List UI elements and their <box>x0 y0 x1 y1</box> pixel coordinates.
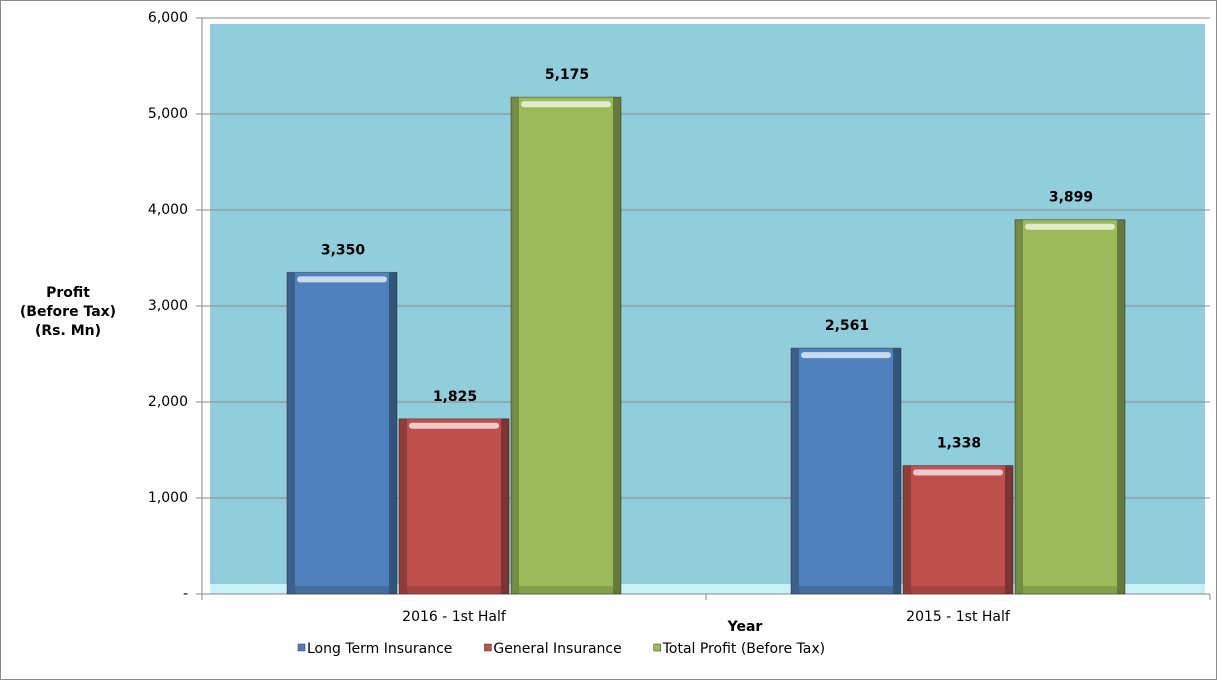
bar-shade-left <box>791 348 799 594</box>
data-label: 3,350 <box>321 242 366 258</box>
legend-label: Long Term Insurance <box>307 641 452 657</box>
bar-shade-right <box>501 418 509 594</box>
x-tick-label: 2016 - 1st Half <box>402 609 507 625</box>
bar-base <box>519 586 613 594</box>
y-axis-label-line: (Rs. Mn) <box>35 323 101 339</box>
bar <box>790 347 902 595</box>
bar-shade-left <box>1015 219 1023 595</box>
legend-marker <box>653 643 661 652</box>
y-axis-label-line: Profit <box>46 285 90 301</box>
bar-highlight <box>521 101 611 108</box>
bar-highlight <box>801 352 891 359</box>
bar-shade-left <box>903 465 911 594</box>
bar-base <box>295 586 389 594</box>
data-label: 5,175 <box>545 67 589 83</box>
bar-shade-right <box>1005 465 1013 594</box>
bar-shade-left <box>287 272 295 594</box>
y-axis-label: Profit (Before Tax) (Rs. Mn) <box>20 285 116 339</box>
bar-shade-right <box>893 348 901 594</box>
bar-base <box>911 586 1005 594</box>
data-label: 1,825 <box>433 389 477 405</box>
y-axis-label-line: (Before Tax) <box>20 304 116 320</box>
plot-floor <box>210 584 1205 594</box>
bar <box>902 465 1014 595</box>
bar-highlight <box>409 422 499 429</box>
x-axis-label: Year <box>727 619 763 635</box>
data-label: 1,338 <box>937 436 981 452</box>
bar-shade-left <box>399 418 407 594</box>
data-label: 3,899 <box>1049 190 1093 206</box>
legend-label: Total Profit (Before Tax) <box>662 641 825 657</box>
bar <box>286 271 398 595</box>
y-tick-label: 5,000 <box>148 106 188 122</box>
data-label: 2,561 <box>825 318 869 334</box>
y-tick-label: 1,000 <box>148 490 188 506</box>
bar-base <box>1023 586 1117 594</box>
y-tick-label: 3,000 <box>148 298 188 314</box>
legend-label: General Insurance <box>493 641 621 657</box>
legend-marker <box>297 643 306 652</box>
bar-highlight <box>913 469 1003 476</box>
bar <box>1014 219 1126 595</box>
bar-shade-right <box>1117 219 1125 595</box>
bar-highlight <box>297 276 387 283</box>
y-tick-label: 6,000 <box>148 10 188 26</box>
bar-base <box>799 586 893 594</box>
bar-base <box>407 586 501 594</box>
bar-shade-right <box>613 97 621 594</box>
y-tick-label: - <box>183 586 188 602</box>
legend-marker <box>484 643 492 652</box>
bar-shade-left <box>511 97 519 594</box>
bar <box>398 418 510 595</box>
bar <box>510 96 622 595</box>
x-tick-label: 2015 - 1st Half <box>906 609 1011 625</box>
bar-highlight <box>1025 223 1115 230</box>
y-tick-label: 4,000 <box>148 202 188 218</box>
y-tick-label: 2,000 <box>148 394 188 410</box>
bar-shade-right <box>389 272 397 594</box>
